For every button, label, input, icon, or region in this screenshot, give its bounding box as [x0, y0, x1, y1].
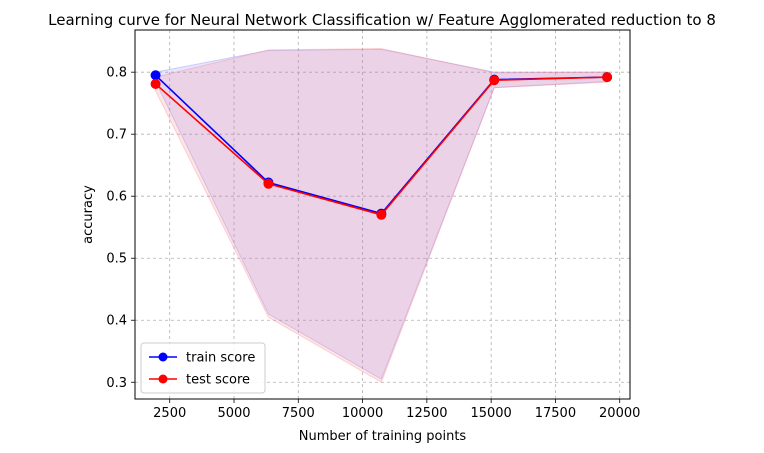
point-test-score	[263, 178, 274, 189]
legend-label-test-score: test score	[186, 373, 250, 388]
x-tick-label: 17500	[535, 406, 576, 421]
point-train-score	[150, 70, 161, 81]
x-tick-label: 10000	[342, 406, 383, 421]
chart-title: Learning curve for Neural Network Classi…	[48, 11, 716, 29]
y-tick-label: 0.7	[106, 128, 127, 143]
point-test-score	[150, 78, 161, 89]
y-axis-label: accuracy	[81, 185, 96, 244]
y-tick-label: 0.5	[106, 252, 127, 267]
x-tick-label: 15000	[470, 406, 511, 421]
legend: train score test score	[140, 342, 266, 394]
grid-lines	[135, 30, 630, 399]
point-test-score	[376, 209, 387, 220]
legend-label-train-score: train score	[186, 351, 255, 366]
x-tick-label: 7500	[282, 406, 315, 421]
legend-marker-test-score	[158, 374, 168, 384]
x-tick-label: 5000	[217, 406, 250, 421]
y-tick-label: 0.4	[106, 314, 127, 329]
y-tick-label: 0.8	[106, 66, 127, 81]
plot-frame	[134, 29, 631, 400]
x-tick-label: 20000	[599, 406, 640, 421]
x-tick-label: 12500	[406, 406, 447, 421]
point-test-score	[489, 75, 500, 86]
legend-box	[140, 342, 266, 394]
axis-ticks: 2500 5000 7500 10000 12500 15000 17500 20000 0.3…	[106, 66, 640, 421]
y-tick-label: 0.6	[106, 190, 127, 205]
series-lines	[150, 70, 613, 220]
y-tick-label: 0.3	[106, 376, 127, 391]
x-axis-label: Number of training points	[299, 429, 467, 444]
point-test-score	[602, 72, 613, 83]
x-tick-label: 2500	[153, 406, 186, 421]
legend-marker-train-score	[158, 352, 168, 362]
